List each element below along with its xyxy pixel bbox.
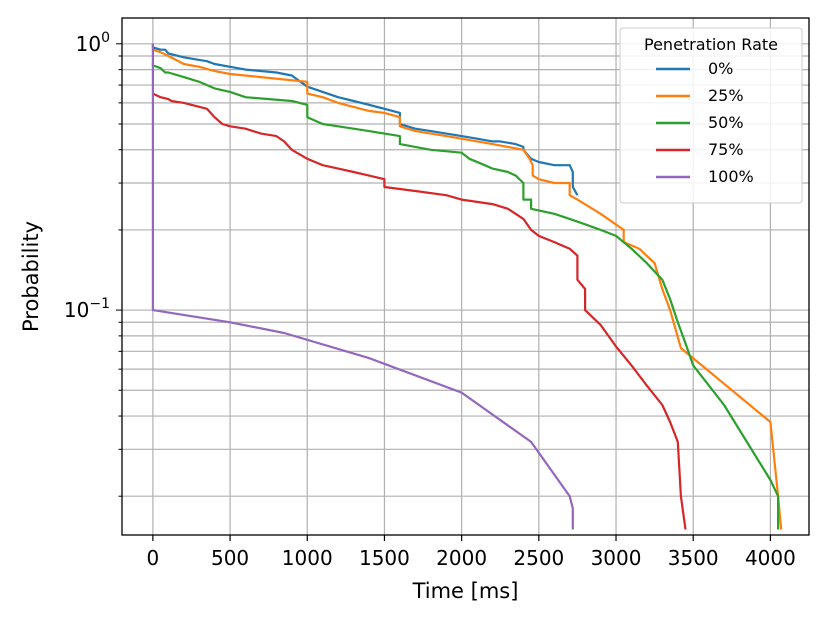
axis-ticks: 0 500 1000 1500 2000 2500 3000 3500 4000 10−1 100 [64,30,796,570]
series-lines [151,43,783,530]
x-tick-label: 0 [147,546,160,570]
legend-items: 0% 25% 50% 75% 100% [656,59,754,186]
legend-title: Penetration Rate [644,35,778,54]
y-axis-label: Probability [19,221,43,332]
x-tick-label: 500 [211,546,249,570]
legend-label: 0% [708,59,733,78]
legend-label: 50% [708,113,744,132]
x-tick-label: 4000 [745,546,796,570]
x-tick-label: 1500 [359,546,410,570]
series-line-75pct [152,92,687,530]
x-tick-label: 2000 [436,546,487,570]
y-tick-label: 100 [76,30,110,56]
x-tick-label: 3500 [668,546,719,570]
series-line-25pct [151,46,783,530]
legend-label: 75% [708,140,744,159]
x-axis-label: Time [ms] [412,579,519,603]
y-tick-label: 10−1 [64,296,110,322]
x-tick-label: 1000 [282,546,333,570]
plot-frame [121,17,810,536]
legend: Penetration Rate 0% 25% 50% 75% 100% [619,27,803,204]
series-line-100pct [151,43,574,530]
x-tick-label: 2500 [513,546,564,570]
legend-label: 25% [708,86,744,105]
legend-label: 100% [708,167,754,186]
x-tick-label: 3000 [591,546,642,570]
legend-box [619,27,803,204]
series-line-50pct [151,62,780,530]
